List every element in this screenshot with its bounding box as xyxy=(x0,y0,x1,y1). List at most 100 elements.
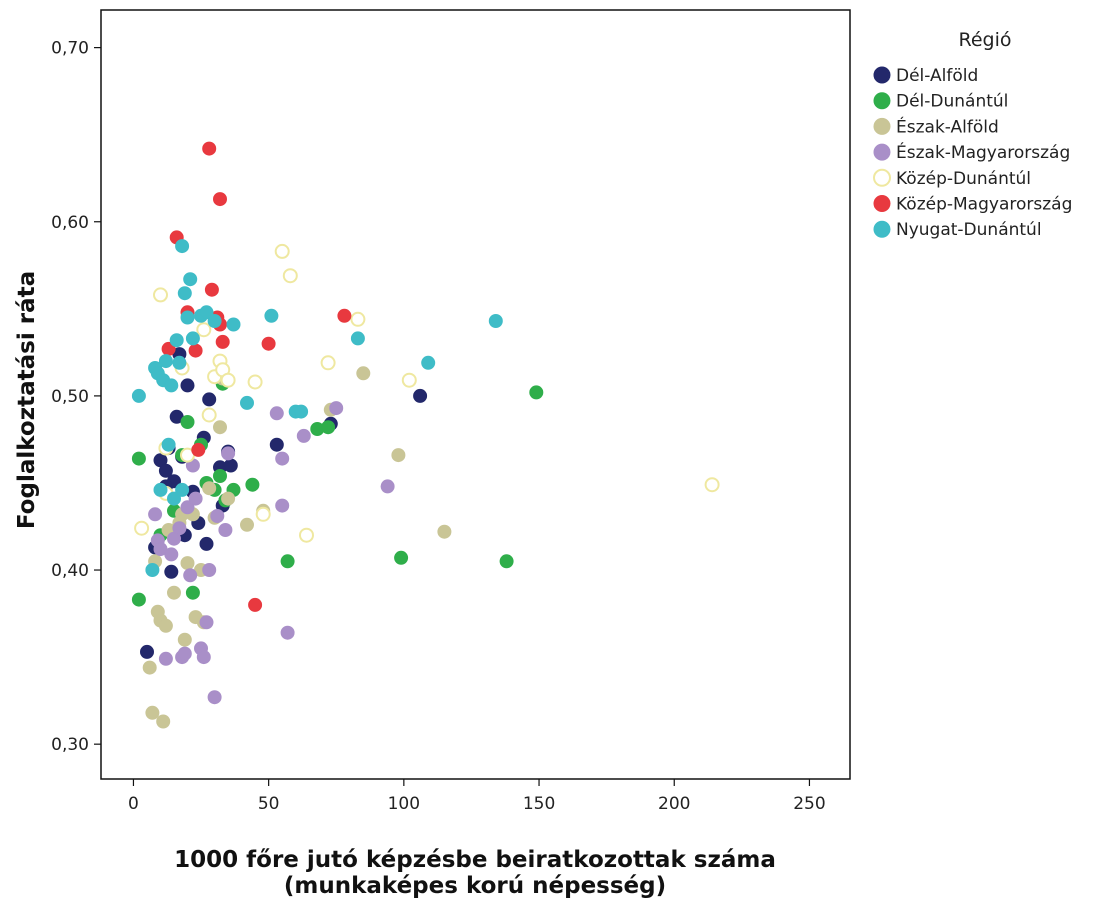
data-point xyxy=(275,498,290,513)
data-point xyxy=(191,442,206,457)
data-point xyxy=(164,564,179,579)
data-point xyxy=(180,500,195,515)
data-point xyxy=(158,354,173,369)
data-point xyxy=(223,458,238,473)
data-point xyxy=(329,401,344,416)
data-point xyxy=(188,491,203,506)
data-point xyxy=(164,547,179,562)
data-point xyxy=(177,646,192,661)
data-point xyxy=(274,243,290,259)
legend-marker xyxy=(873,168,891,187)
data-point xyxy=(196,322,212,338)
legend-title: Régió xyxy=(958,29,1011,51)
data-point xyxy=(280,554,295,569)
x-tick-label: 200 xyxy=(658,794,690,814)
data-point xyxy=(180,310,195,325)
data-point xyxy=(213,469,227,483)
data-point xyxy=(177,286,192,301)
x-tick-label: 0 xyxy=(128,794,139,814)
data-point xyxy=(140,644,154,659)
data-point xyxy=(196,650,211,665)
data-point xyxy=(280,625,295,640)
data-point xyxy=(350,331,365,346)
legend-label: Nyugat-Dunántúl xyxy=(896,220,1042,240)
data-point xyxy=(240,517,254,532)
data-point xyxy=(131,451,146,466)
x-axis-title-line1: 1000 főre jutó képzésbe beiratkozottak s… xyxy=(174,847,776,873)
data-point xyxy=(158,618,173,633)
data-point xyxy=(488,314,503,328)
data-point xyxy=(401,372,417,388)
data-point xyxy=(145,563,160,577)
data-point xyxy=(183,568,198,583)
data-point xyxy=(264,308,279,323)
data-point xyxy=(321,420,336,435)
x-tick-label: 150 xyxy=(523,794,555,814)
data-point xyxy=(207,690,222,705)
data-point xyxy=(180,378,195,393)
data-point xyxy=(199,536,214,551)
data-point xyxy=(202,141,217,156)
data-point xyxy=(185,331,200,346)
data-point xyxy=(167,491,181,506)
data-point xyxy=(153,287,168,303)
data-point xyxy=(261,336,276,351)
y-axis-title: Foglalkoztatási ráta xyxy=(14,271,40,529)
y-tick-label: 0,60 xyxy=(51,213,89,233)
x-axis: 0 50 100 150 200 250 xyxy=(128,779,826,814)
data-point xyxy=(202,392,217,407)
legend-marker xyxy=(873,66,891,84)
data-point xyxy=(213,192,227,207)
data-point xyxy=(164,378,179,393)
legend-marker xyxy=(873,92,891,110)
x-tick-label: 100 xyxy=(388,794,420,814)
legend: Régió Dél-Alföld Dél-Dunántúl Észak-Alföld… xyxy=(873,29,1072,240)
data-point xyxy=(269,406,284,421)
data-point xyxy=(161,437,176,452)
data-point xyxy=(199,615,214,630)
data-point xyxy=(320,355,336,371)
data-point xyxy=(169,333,184,348)
data-point xyxy=(180,415,195,429)
x-axis-title-line2: (munkaképes korú népesség) xyxy=(284,873,666,899)
data-point xyxy=(248,597,263,612)
data-point xyxy=(220,372,236,388)
data-point xyxy=(245,477,260,492)
data-point xyxy=(282,268,298,284)
data-point xyxy=(350,311,366,327)
data-point xyxy=(185,585,200,600)
data-point xyxy=(221,446,236,461)
data-point xyxy=(153,482,168,497)
x-tick-label: 250 xyxy=(793,794,825,814)
data-point xyxy=(218,523,233,537)
data-point xyxy=(177,632,192,647)
data-point xyxy=(215,334,230,349)
data-point xyxy=(240,395,254,410)
data-point xyxy=(158,463,173,478)
data-point xyxy=(213,420,227,435)
data-point xyxy=(175,482,190,497)
legend-label: Közép-Dunántúl xyxy=(896,169,1031,189)
data-point xyxy=(529,385,544,400)
data-point xyxy=(131,388,146,403)
data-point xyxy=(175,239,190,254)
legend-label: Észak-Magyarország xyxy=(896,141,1070,163)
legend-label: Közép-Magyarország xyxy=(896,195,1072,215)
data-points xyxy=(131,141,720,729)
data-point xyxy=(437,524,452,539)
data-point xyxy=(148,507,163,522)
data-point xyxy=(199,305,214,320)
data-point xyxy=(207,314,222,328)
legend-marker xyxy=(873,195,891,212)
legend-marker xyxy=(873,143,891,161)
legend-label: Dél-Dunántúl xyxy=(896,92,1008,112)
data-point xyxy=(180,556,195,571)
data-point xyxy=(413,388,428,403)
legend-marker xyxy=(873,220,891,238)
y-tick-label: 0,30 xyxy=(51,735,89,755)
data-point xyxy=(299,527,314,543)
data-point xyxy=(394,550,409,565)
data-point xyxy=(296,428,311,443)
y-axis: 0,30 0,40 0,50 0,60 0,70 xyxy=(51,39,101,755)
